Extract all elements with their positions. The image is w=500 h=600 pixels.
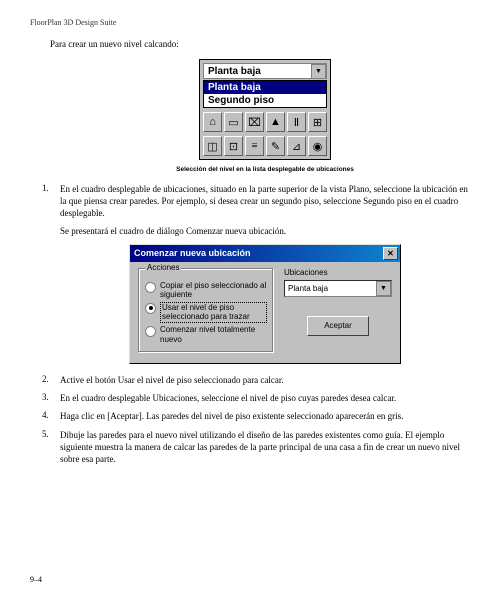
dialog-titlebar: Comenzar nueva ubicación ✕ [130, 245, 400, 262]
tool-icon[interactable]: ⌂ [203, 112, 222, 132]
step-number: 5. [42, 429, 60, 465]
step-1: 1. En el cuadro desplegable de ubicacion… [42, 183, 470, 219]
radio-icon [145, 326, 156, 337]
step-5: 5. Dibuje las paredes para el nuevo nive… [42, 429, 470, 465]
radio-icon [145, 282, 156, 293]
location-dropdown[interactable]: Planta baja ▼ [203, 63, 327, 79]
radio-icon [145, 303, 156, 314]
radio-label: Comenzar nivel totalmente nuevo [160, 325, 267, 344]
groupbox-acciones: Acciones Copiar el piso seleccionado al … [138, 268, 274, 354]
tool-icon[interactable]: Ⅱ [287, 112, 306, 132]
step-text: Dibuje las paredes para el nuevo nivel u… [60, 429, 470, 465]
tool-icon[interactable]: ▲ [266, 112, 285, 132]
ubicaciones-label: Ubicaciones [284, 268, 392, 277]
tool-icon[interactable]: ◫ [203, 136, 222, 156]
step-number: 3. [42, 392, 60, 404]
step-text: Haga clic en [Aceptar]. Las paredes del … [60, 410, 403, 422]
step-text: En el cuadro desplegable Ubicaciones, se… [60, 392, 396, 404]
tool-icon[interactable]: ≡ [245, 136, 264, 156]
step-3: 3. En el cuadro desplegable Ubicaciones,… [42, 392, 470, 404]
step-number: 2. [42, 374, 60, 386]
close-icon[interactable]: ✕ [383, 247, 398, 260]
step-number: 1. [42, 183, 60, 219]
page-number: 9–4 [30, 575, 42, 584]
step-4: 4. Haga clic en [Aceptar]. Las paredes d… [42, 410, 470, 422]
tool-icon[interactable]: ⊿ [287, 136, 306, 156]
radio-option-copy[interactable]: Copiar el piso seleccionado al siguiente [145, 281, 267, 300]
dropdown-option[interactable]: Planta baja [204, 81, 326, 94]
figure-dialog: Comenzar nueva ubicación ✕ Acciones Copi… [60, 244, 470, 365]
step-number: 4. [42, 410, 60, 422]
tool-icon[interactable]: ◉ [308, 136, 327, 156]
accept-button[interactable]: Aceptar [307, 316, 369, 336]
dropdown-selected: Planta baja [204, 66, 311, 77]
dialog-window: Comenzar nueva ubicación ✕ Acciones Copi… [129, 244, 401, 365]
dialog-title: Comenzar nueva ubicación [134, 248, 383, 258]
dropdown-option[interactable]: Segundo piso [204, 94, 326, 107]
figure-caption: Selección del nivel en la lista desplega… [60, 166, 470, 173]
tool-icon[interactable]: ▭ [224, 112, 243, 132]
ubicaciones-dropdown[interactable]: Planta baja ▼ [284, 280, 392, 297]
step-2: 2. Active el botón Usar el nivel de piso… [42, 374, 470, 386]
radio-label: Usar el nivel de piso seleccionado para … [160, 302, 267, 323]
radio-label: Copiar el piso seleccionado al siguiente [160, 281, 267, 300]
chevron-down-icon[interactable]: ▼ [311, 64, 326, 79]
step-text: En el cuadro desplegable de ubicaciones,… [60, 183, 470, 219]
step-text: Active el botón Usar el nivel de piso se… [60, 374, 284, 386]
dropdown-list: Planta baja Segundo piso [203, 80, 327, 108]
radio-option-new[interactable]: Comenzar nivel totalmente nuevo [145, 325, 267, 344]
ubicaciones-value: Planta baja [285, 284, 376, 293]
group-legend: Acciones [145, 263, 181, 272]
paragraph: Se presentará el cuadro de diálogo Comen… [60, 225, 470, 237]
figure-dropdown: Planta baja ▼ Planta baja Segundo piso ⌂… [60, 59, 470, 160]
intro-text: Para crear un nuevo nivel calcando: [50, 39, 470, 49]
page-header: FloorPlan 3D Design Suite [0, 0, 500, 27]
tool-icon[interactable]: ⊞ [308, 112, 327, 132]
tool-icon[interactable]: ✎ [266, 136, 285, 156]
chevron-down-icon[interactable]: ▼ [376, 281, 391, 296]
tool-icon[interactable]: ⊡ [224, 136, 243, 156]
radio-option-use-level[interactable]: Usar el nivel de piso seleccionado para … [145, 302, 267, 323]
tool-icon[interactable]: ⌧ [245, 112, 264, 132]
